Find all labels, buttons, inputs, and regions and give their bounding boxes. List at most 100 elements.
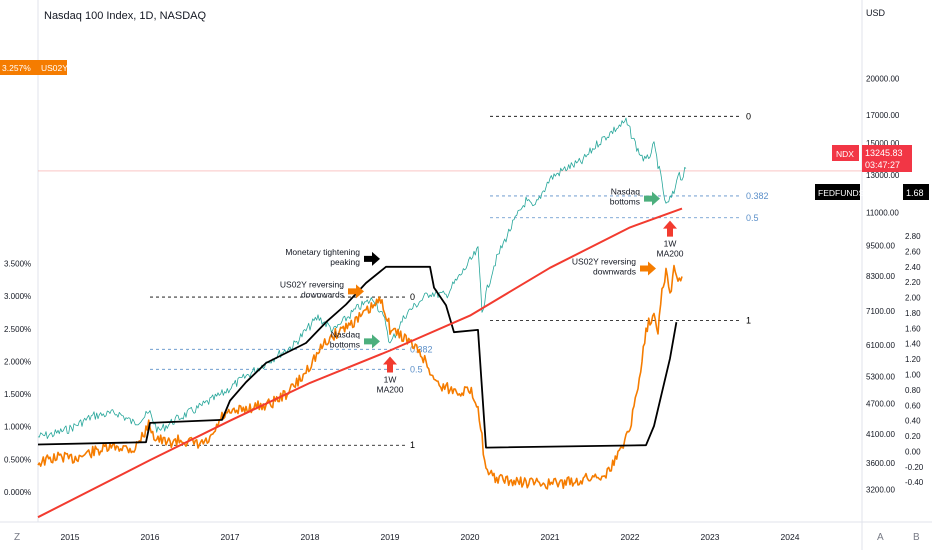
usd-axis-tick-label: 7100.00 [866,307,895,316]
fib-2018-0-label: 0 [410,292,415,302]
nasdaq-bottoms-2022-label: Nasdaq [611,187,641,197]
scale-button-b[interactable]: B [913,532,920,543]
fed-axis-tick-label: 2.00 [905,294,921,303]
us02y-reversing-2018-label: US02Y reversing [280,279,344,289]
fedfunds-badge-value: 1.68 [906,188,924,198]
us02y-reversing-2022-arrow [640,261,656,276]
fed-axis-tick-label: 2.60 [905,247,921,256]
nasdaq-bottoms-2022-label: bottoms [610,197,640,207]
us02y-badge-symbol: US02Y [41,63,68,73]
us02y-reversing-2022-label: downwards [593,267,636,277]
usd-axis-tick-label: 17000.00 [866,111,900,120]
fibonacci-levels: 0 0.382 0.5 1 0 0.382 0.5 1 [150,111,769,450]
usd-axis-tick-label: 15000.00 [866,139,900,148]
ma200-2018-arrow [383,356,397,373]
left-axis-tick-label: 1.000% [4,423,31,432]
usd-axis-tick-label: 13000.00 [866,171,900,180]
nasdaq-bottoms-2018-arrow [364,334,380,349]
series-fedfunds [37,265,678,449]
fed-axis-tick-label: 2.80 [905,232,921,241]
ma200-2022-label: MA200 [657,249,684,259]
time-axis-tick-label: 2015 [61,532,80,542]
left-axis-tick-label: 1.500% [4,390,31,399]
usd-axis-tick-label: 6100.00 [866,341,895,350]
fed-axis-tick-label: 1.60 [905,324,921,333]
time-axis-tick-label: 2022 [621,532,640,542]
fed-axis-tick-label: -0.20 [905,463,924,472]
ndx-badge-price: 13245.83 [865,148,903,158]
fib-2022-1-label: 1 [746,316,751,326]
usd-axis-tick-label: 11000.00 [866,209,899,218]
nasdaq-bottoms-2018-label: bottoms [330,339,360,349]
monetary-tightening-peaking-label: peaking [330,257,360,267]
fib-2022-0382-label: 0.382 [746,191,769,201]
left-percent-axis: 3.500% 3.000% 2.500% 2.000% 1.500% 1.000% 0.50… [4,259,31,497]
usd-axis-tick-label: 3200.00 [866,486,895,495]
ndx-badge-symbol: NDX [836,149,854,159]
usd-unit-label: USD [866,8,886,18]
nasdaq-bottoms-2018-label: Nasdaq [331,329,361,339]
monetary-tightening-peaking-label: Monetary tightening [285,247,360,257]
series-us02y [37,264,683,490]
fib-2022-05-label: 0.5 [746,213,759,223]
time-axis-tick-label: 2016 [141,532,160,542]
ma200-2018-label: 1W [384,374,397,384]
us02y-badge[interactable]: 3.257% US02Y [0,60,68,75]
usd-price-axis: 20000.00 17000.00 15000.00 13000.00 11000.00… [866,75,900,495]
left-axis-tick-label: 0.000% [4,488,31,497]
time-axis-tick-label: 2019 [381,532,400,542]
time-axis-tick-label: 2021 [541,532,560,542]
fedfunds-badge[interactable]: FEDFUNDS 1.68 [815,184,929,200]
ndx-badge-countdown: 03:47:27 [865,160,900,170]
series-layer [37,117,862,519]
fed-axis-tick-label: -0.40 [905,478,924,487]
time-axis-tick-label: 2018 [301,532,320,542]
usd-axis-tick-label: 8300.00 [866,272,895,281]
ma200-2022-label: 1W [664,239,677,249]
time-axis-tick-label: 2017 [221,532,240,542]
ndx-badge[interactable]: NDX 13245.83 03:47:27 [832,145,912,172]
time-axis: 2015 2016 2017 2018 2019 2020 2021 2022 2023 2024 [61,532,800,542]
monetary-tightening-peaking-arrow [364,251,380,266]
fib-2018-1-label: 1 [410,440,415,450]
usd-axis-tick-label: 4700.00 [866,399,895,408]
fed-axis-tick-label: 0.40 [905,417,921,426]
fed-axis-tick-label: 1.20 [905,355,921,364]
us02y-reversing-2022-label: US02Y reversing [572,257,636,267]
fib-2018-0382-label: 0.382 [410,344,433,354]
fed-axis-tick-label: 0.20 [905,432,921,441]
fed-axis-tick-label: 1.80 [905,309,921,318]
fed-axis-tick-label: 2.20 [905,278,921,287]
us02y-reversing-2018-arrow [348,284,364,299]
series-1w-ma200 [37,207,683,519]
usd-axis-tick-label: 4100.00 [866,430,895,439]
fed-axis-tick-label: 0.80 [905,386,921,395]
left-axis-tick-label: 2.000% [4,357,31,366]
time-axis-tick-label: 2024 [781,532,800,542]
left-axis-tick-label: 2.500% [4,325,31,334]
zoom-button-z[interactable]: Z [14,532,20,543]
auto-scale-button[interactable]: A [877,532,884,543]
left-axis-tick-label: 3.500% [4,259,31,268]
ma200-2018-label: MA200 [377,384,404,394]
fed-axis-tick-label: 1.00 [905,371,921,380]
left-axis-tick-label: 3.000% [4,292,31,301]
time-axis-tick-label: 2023 [701,532,720,542]
series-ndx [37,117,687,439]
ma200-2022-arrow [663,220,677,237]
fedfunds-badge-symbol: FEDFUNDS [818,188,865,198]
nasdaq-bottoms-2022-arrow [644,191,660,206]
fib-2022-0-label: 0 [746,111,751,121]
fed-axis-tick-label: 2.40 [905,263,921,272]
usd-axis-tick-label: 3600.00 [866,459,895,468]
fed-axis-tick-label: 0.00 [905,447,921,456]
us02y-badge-value: 3.257% [2,63,31,73]
us02y-reversing-2018-label: downwards [301,289,344,299]
fed-axis-tick-label: 0.60 [905,401,921,410]
fed-axis-tick-label: 1.40 [905,340,921,349]
left-axis-tick-label: 0.500% [4,455,31,464]
fib-2018-05-label: 0.5 [410,364,423,374]
